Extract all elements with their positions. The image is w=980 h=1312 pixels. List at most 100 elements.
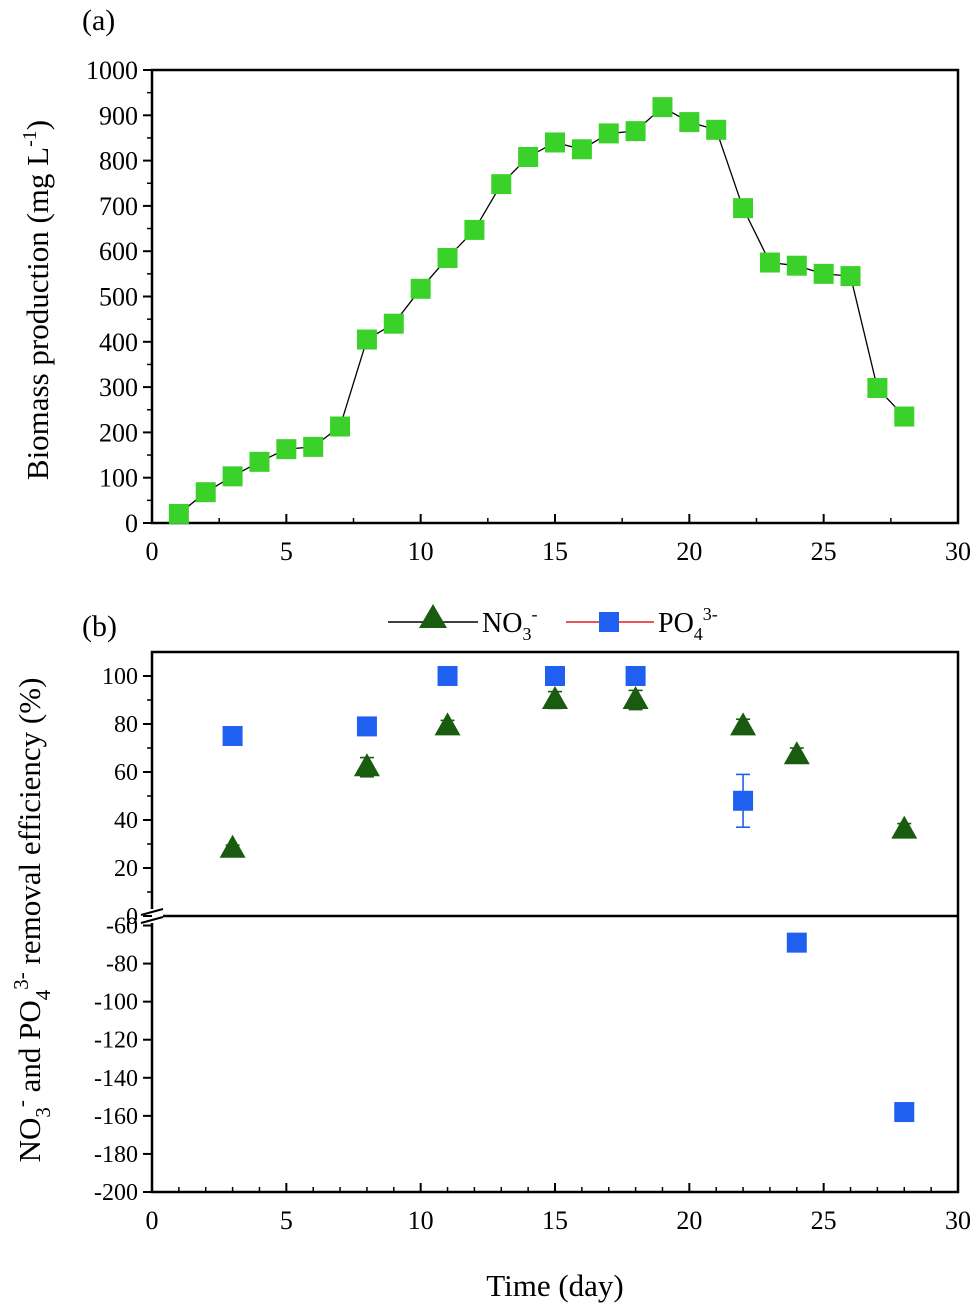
y-tick-label-a: 600 xyxy=(99,237,138,266)
x-tick-label-a: 25 xyxy=(811,537,837,566)
phosphate-point xyxy=(625,666,646,686)
biomass-point xyxy=(303,436,324,457)
biomass-point xyxy=(679,112,700,133)
x-tick-label-a: 10 xyxy=(408,537,434,566)
biomass-line xyxy=(178,106,905,515)
y-tick-label-b-lower: -200 xyxy=(94,1180,138,1206)
nitrate-point xyxy=(730,712,757,736)
biomass-point xyxy=(168,503,189,524)
y-tick-label-a: 500 xyxy=(99,283,138,312)
biomass-point xyxy=(759,252,780,273)
y-tick-label-b-upper: 40 xyxy=(114,808,138,834)
y-tick-label-a: 200 xyxy=(99,418,138,447)
nitrate-point xyxy=(542,686,568,709)
y-tick-label-b-lower: -140 xyxy=(94,1066,138,1092)
legend-phosphate-marker xyxy=(599,612,619,632)
biomass-point xyxy=(491,174,512,195)
biomass-point xyxy=(276,439,297,460)
panel-b-axes: 0 5 10 15 20 25 30 0 20 40 60 80 100 -60 -80 -100 -120 -1… xyxy=(94,664,971,1235)
panel-a-chart: (a) 0 5 10 15 20 25 30010020030040050060070080… xyxy=(19,4,971,566)
x-tick-label-a: 15 xyxy=(542,537,568,566)
x-tick-label-a: 20 xyxy=(676,537,702,566)
x-tick-label-b: 5 xyxy=(280,1206,293,1235)
y-tick-label-a: 1000 xyxy=(86,56,138,85)
biomass-point xyxy=(249,451,270,472)
y-tick-label-b-lower: -100 xyxy=(94,990,138,1016)
legend: NO3- PO43- xyxy=(388,604,718,644)
biomass-point xyxy=(813,263,834,284)
y-tick-label-b-lower: -60 xyxy=(106,914,138,940)
removal-markers xyxy=(219,666,918,1123)
biomass-point xyxy=(706,119,727,140)
nitrate-point xyxy=(434,712,461,736)
x-tick-label-a: 5 xyxy=(280,537,293,566)
biomass-point xyxy=(195,482,216,503)
panel-a-ylabel: Biomass production (mg L-1) xyxy=(19,120,55,480)
phosphate-point xyxy=(222,726,243,746)
y-tick-label-a: 300 xyxy=(99,373,138,402)
y-tick-label-b-lower: -160 xyxy=(94,1104,138,1130)
x-tick-label-b: 15 xyxy=(542,1206,568,1235)
y-tick-label-a: 900 xyxy=(99,101,138,130)
panel-b-frame xyxy=(150,650,960,1194)
y-tick-label-a: 400 xyxy=(99,328,138,357)
biomass-point xyxy=(894,406,915,427)
biomass-point xyxy=(733,198,754,219)
panel-b-ylabel: NO3- and PO43- removal efficiency (%) xyxy=(9,678,55,1163)
y-tick-label-b-upper: 100 xyxy=(102,664,138,690)
y-tick-label-b-lower: -120 xyxy=(94,1028,138,1054)
panel-b-chart: (b) NO3- PO43- 0 5 10 15 20 25 30 0 20 40 60 80 100 -… xyxy=(9,604,971,1303)
biomass-point xyxy=(330,416,351,437)
biomass-point xyxy=(545,132,565,153)
nitrate-point xyxy=(219,834,246,858)
legend-phosphate-label: PO43- xyxy=(658,604,718,644)
panel-a-axes: 0 5 10 15 20 25 300100200300400500600700800900… xyxy=(86,56,971,566)
x-tick-label-b: 25 xyxy=(811,1206,837,1235)
biomass-point xyxy=(571,139,592,160)
nitrate-point xyxy=(622,686,649,709)
biomass-point xyxy=(786,255,807,276)
y-tick-label-b-lower: -80 xyxy=(106,952,138,978)
y-tick-label-a: 0 xyxy=(125,509,138,538)
biomass-point xyxy=(222,466,243,487)
x-tick-label-a: 0 xyxy=(146,537,159,566)
x-tick-label-a: 30 xyxy=(945,537,971,566)
x-tick-label-b: 0 xyxy=(146,1206,159,1235)
biomass-point xyxy=(518,146,539,167)
y-tick-label-a: 800 xyxy=(99,147,138,176)
panel-a-label: (a) xyxy=(82,4,115,37)
y-tick-label-a: 700 xyxy=(99,192,138,221)
biomass-point xyxy=(598,123,619,144)
nitrate-point xyxy=(353,753,380,777)
y-tick-label-b-lower: -180 xyxy=(94,1142,138,1168)
phosphate-point xyxy=(437,666,458,686)
biomass-point xyxy=(383,313,404,334)
nitrate-point xyxy=(891,815,918,839)
x-tick-label-b: 30 xyxy=(945,1206,971,1235)
phosphate-point xyxy=(356,716,377,737)
legend-nitrate-marker xyxy=(419,604,447,628)
phosphate-point xyxy=(545,666,565,686)
biomass-point xyxy=(840,266,861,287)
biomass-point xyxy=(464,219,485,240)
biomass-point xyxy=(437,247,458,268)
phosphate-point xyxy=(733,790,754,811)
y-tick-label-b-upper: 60 xyxy=(114,760,138,786)
x-tick-label-b: 10 xyxy=(408,1206,434,1235)
panel-b-xlabel: Time (day) xyxy=(486,1268,624,1303)
biomass-point xyxy=(652,97,673,118)
panel-b-label: (b) xyxy=(82,610,117,643)
biomass-point xyxy=(867,378,888,399)
phosphate-point xyxy=(894,1102,915,1123)
biomass-point xyxy=(625,121,646,142)
y-tick-label-b-upper: 20 xyxy=(114,856,138,882)
x-tick-label-b: 20 xyxy=(676,1206,702,1235)
y-tick-label-b-upper: 80 xyxy=(114,712,138,738)
biomass-point xyxy=(356,329,377,350)
biomass-markers xyxy=(168,97,915,524)
phosphate-point xyxy=(786,932,807,953)
y-tick-label-a: 100 xyxy=(99,464,138,493)
legend-nitrate-label: NO3- xyxy=(482,604,537,644)
biomass-point xyxy=(410,278,431,299)
